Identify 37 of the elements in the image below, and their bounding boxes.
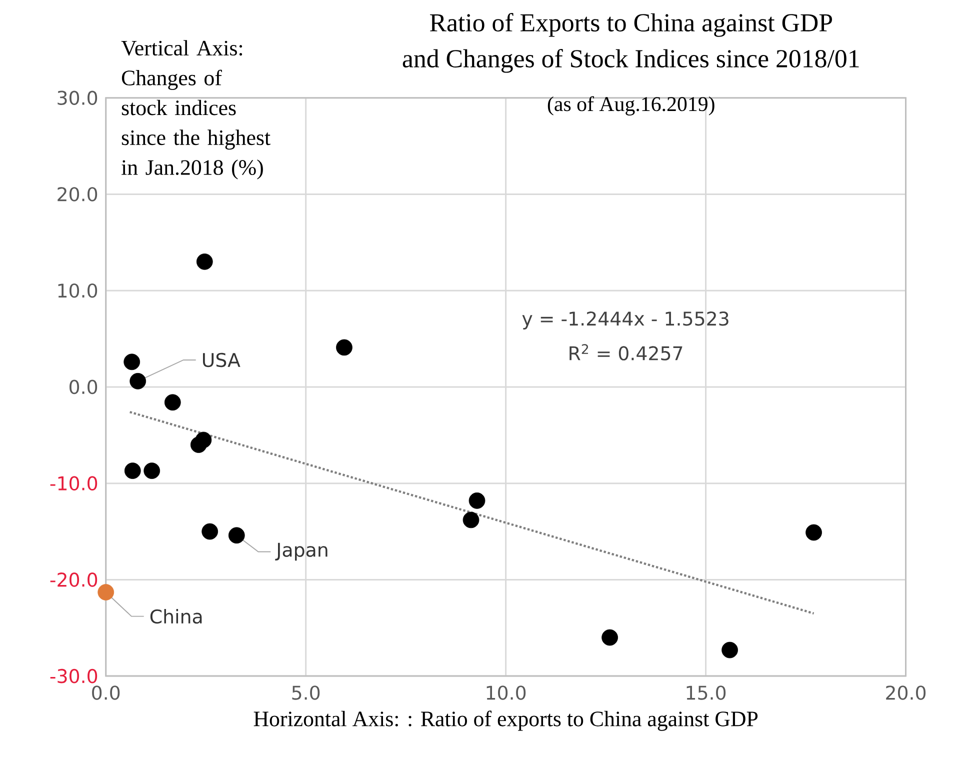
point [722, 642, 738, 658]
point [98, 584, 114, 600]
annotation: Japan [275, 542, 328, 561]
point [124, 462, 141, 480]
annotation: China [150, 609, 202, 624]
y-tick-label: -30.0 [50, 668, 98, 684]
point [462, 512, 480, 528]
point [130, 373, 146, 390]
point [602, 629, 618, 646]
x-tick-label: 5.0 [292, 686, 320, 700]
y-tick-label: -10.0 [50, 476, 98, 490]
chart-subtitle: (as of Aug.16.2019) [548, 96, 714, 116]
annotation: R$^{2}$ = 0.4257 [570, 344, 682, 360]
annotation: USA [203, 352, 240, 368]
x-tick-label: 15.0 [686, 686, 726, 700]
annotation: y = -1.2444x - 1.5523 [522, 312, 728, 330]
point [164, 394, 181, 411]
y-tick-label: 30.0 [58, 90, 98, 106]
y-tick-label: 10.0 [58, 283, 98, 298]
y-tick-label: 20.0 [58, 187, 98, 202]
x-tick-label: 10.0 [486, 686, 526, 700]
point [336, 339, 352, 356]
point [196, 254, 213, 270]
point [124, 354, 140, 370]
y-tick-label: 0.0 [70, 380, 98, 394]
point [806, 524, 822, 541]
point [202, 523, 218, 540]
point [190, 436, 207, 453]
y-axis-title: Vertical Axis: Changes of stock indices since the highest in Jan.2018 (%) [121, 40, 270, 180]
x-axis-title: Horizontal Axis: : Ratio of exports to China against GDP [254, 710, 758, 731]
point [468, 492, 486, 509]
x-tick-label: 0.0 [92, 686, 120, 700]
y-tick-label: -20.0 [50, 572, 98, 587]
point [228, 527, 245, 544]
point [144, 462, 160, 480]
x-tick-label: 20.0 [886, 686, 926, 700]
chart-title: Ratio of Exports to China against GDP and Changes of Stock Indices since 2018/01 [402, 13, 859, 73]
